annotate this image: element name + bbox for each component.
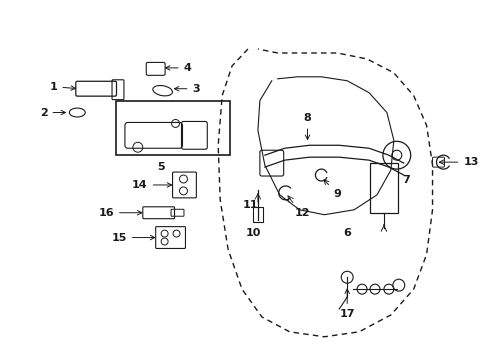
Text: 13: 13 (439, 157, 478, 167)
Bar (369, 163, 397, 213)
Text: 17: 17 (339, 289, 354, 319)
Bar (252, 207, 263, 222)
Text: 6: 6 (343, 228, 350, 238)
Text: 16: 16 (98, 208, 142, 218)
Text: 9: 9 (324, 180, 341, 199)
Text: 4: 4 (165, 63, 191, 73)
Text: 3: 3 (174, 84, 200, 94)
Text: 15: 15 (111, 233, 155, 243)
Text: 7: 7 (401, 175, 408, 185)
Text: 1: 1 (50, 82, 75, 92)
Text: 5: 5 (157, 162, 164, 172)
Text: 10: 10 (245, 228, 260, 238)
Text: 2: 2 (40, 108, 65, 117)
Text: 11: 11 (242, 200, 257, 210)
Bar (116, 100, 230, 155)
Text: 12: 12 (294, 208, 309, 218)
Text: 8: 8 (303, 113, 311, 139)
Text: 14: 14 (132, 180, 171, 190)
